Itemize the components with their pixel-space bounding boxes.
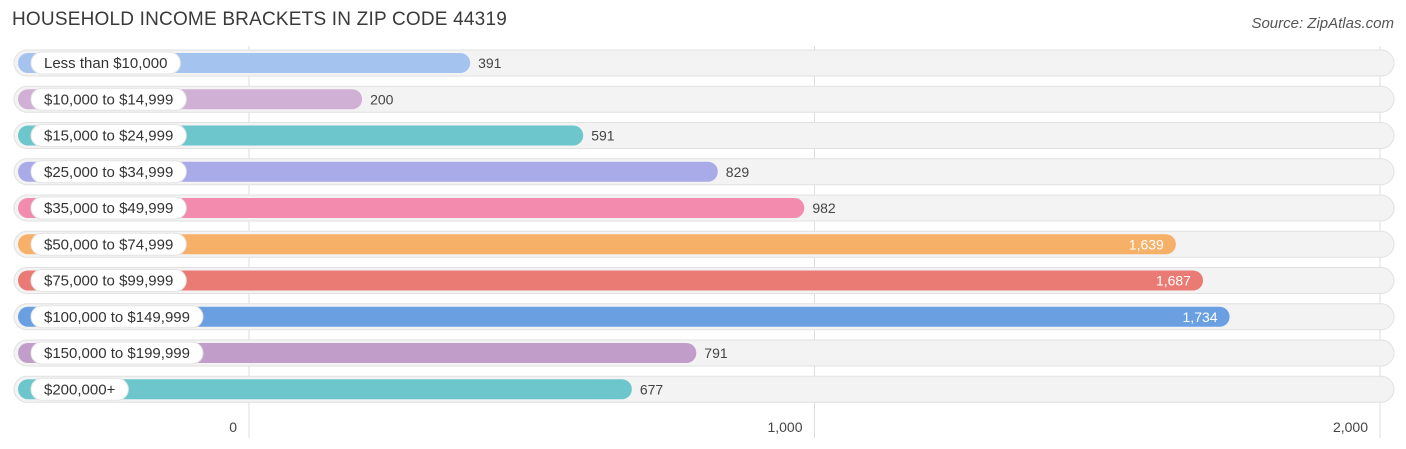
category-label: $75,000 to $99,999: [44, 273, 173, 290]
bar: [18, 270, 1203, 291]
bar-row: $100,000 to $149,999 1,734: [13, 303, 1395, 331]
category-label-pill: [30, 305, 204, 329]
value-label: 677: [640, 381, 664, 397]
chart-title: HOUSEHOLD INCOME BRACKETS IN ZIP CODE 44…: [12, 9, 507, 30]
category-label-pill: [30, 232, 187, 256]
value-label: 982: [812, 200, 836, 216]
bar-row: $200,000+ 677: [13, 375, 1395, 403]
x-tick-label: 2,000: [1333, 419, 1368, 435]
value-label: 200: [370, 91, 394, 107]
category-label-pill: [30, 196, 187, 220]
category-label-pill: [30, 124, 187, 147]
value-label: 1,687: [1156, 273, 1191, 289]
category-label: $15,000 to $24,999: [44, 128, 173, 145]
bar: [18, 306, 1230, 327]
category-label: $10,000 to $14,999: [44, 91, 173, 108]
bar-row: $75,000 to $99,999 1,687: [13, 267, 1395, 294]
category-label: $150,000 to $199,999: [44, 345, 190, 362]
bar-row: $35,000 to $49,999 982: [13, 194, 1395, 222]
chart-source: Source: ZipAtlas.com: [1251, 15, 1394, 32]
bar-row: $150,000 to $199,999 791: [13, 339, 1395, 367]
x-tick-label: 0: [229, 419, 237, 435]
bar: [18, 234, 1176, 255]
bar-row: $25,000 to $34,999 829: [13, 158, 1395, 186]
value-label: 1,734: [1183, 309, 1218, 325]
value-label: 591: [591, 128, 615, 144]
category-label-pill: [30, 341, 204, 365]
value-label: 391: [478, 55, 502, 71]
category-label: $50,000 to $74,999: [44, 236, 173, 253]
bar: [18, 198, 805, 218]
category-label-pill: [30, 160, 187, 184]
value-label: 829: [726, 164, 750, 180]
category-label-pill: [30, 269, 187, 292]
bar-row: Less than $10,000 391: [13, 49, 1395, 77]
value-label: 791: [704, 345, 728, 361]
category-label: $35,000 to $49,999: [44, 200, 173, 217]
bar-row: $50,000 to $74,999 1,639: [13, 230, 1395, 258]
category-label: $100,000 to $149,999: [44, 309, 190, 326]
category-label: $200,000+: [44, 381, 116, 398]
bar-row: $10,000 to $14,999 200: [13, 85, 1395, 113]
category-label: $25,000 to $34,999: [44, 164, 173, 181]
bar: [18, 161, 718, 182]
category-label: Less than $10,000: [44, 55, 167, 72]
rows-layer: Less than $10,000 391 $10,000 to $14,999 20…: [13, 49, 1395, 403]
value-label: 1,639: [1129, 236, 1164, 252]
x-axis-ticks: 0 1,000 2,000: [229, 419, 1368, 435]
bar: [18, 379, 632, 400]
category-label-pill: [30, 51, 181, 75]
category-label-pill: [30, 377, 129, 401]
x-tick-label: 1,000: [767, 419, 802, 435]
category-label-pill: [30, 87, 187, 111]
bar-row: $15,000 to $24,999 591: [13, 122, 1395, 149]
